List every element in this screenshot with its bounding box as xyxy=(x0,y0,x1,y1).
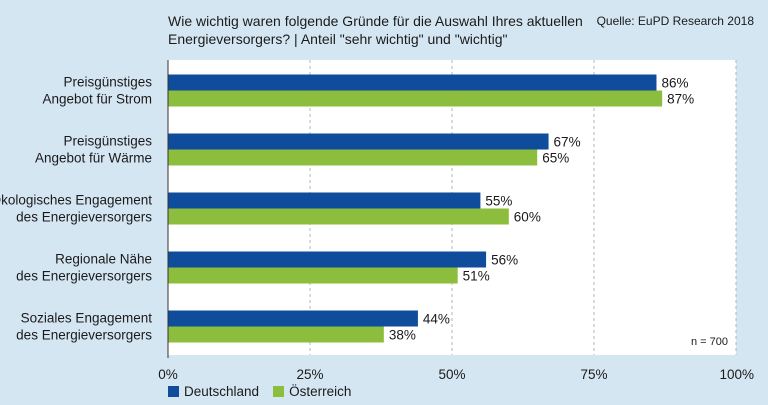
bar-de-1 xyxy=(168,133,549,150)
sample-size-note: n = 700 xyxy=(691,336,728,348)
legend-label-oesterreich: Österreich xyxy=(289,384,352,399)
chart-title: Wie wichtig waren folgende Gründe für di… xyxy=(168,13,583,47)
category-label-4-1: des Energieversorgers xyxy=(16,328,152,343)
data-label-de-1: 67% xyxy=(554,135,581,150)
x-tick-label-2: 50% xyxy=(438,367,465,382)
x-tick-label-3: 75% xyxy=(580,367,607,382)
bar-at-0 xyxy=(168,90,663,107)
legend-swatch-deutschland xyxy=(168,386,179,397)
data-label-at-2: 60% xyxy=(514,210,541,225)
category-label-1-1: Angebot für Wärme xyxy=(35,151,152,166)
legend-item-oesterreich: Österreich xyxy=(273,384,351,399)
data-label-at-1: 65% xyxy=(542,151,569,166)
x-tick-label-0: 0% xyxy=(158,367,178,382)
category-label-4-0: Soziales Engagement xyxy=(21,311,153,326)
bar-de-2 xyxy=(168,192,481,209)
category-label-0-0: Preisgünstiges xyxy=(63,75,152,90)
bar-at-3 xyxy=(168,267,458,284)
x-tick-label-1: 25% xyxy=(296,367,323,382)
data-label-de-4: 44% xyxy=(423,312,450,327)
category-label-2-0: Ökologisches Engagement xyxy=(0,193,152,208)
data-label-at-3: 51% xyxy=(463,269,490,284)
category-label-1-0: Preisgünstiges xyxy=(63,134,152,149)
category-label-2-1: des Energieversorgers xyxy=(16,210,152,225)
x-tick-label-4: 100% xyxy=(719,367,754,382)
chart-source: Quelle: EuPD Research 2018 xyxy=(596,14,754,28)
legend-swatch-oesterreich xyxy=(273,386,285,397)
data-label-de-2: 55% xyxy=(485,194,512,209)
legend-label-deutschland: Deutschland xyxy=(184,384,260,399)
chart-legend: Deutschland Österreich xyxy=(168,384,365,399)
category-label-3-1: des Energieversorgers xyxy=(16,269,152,284)
bar-at-1 xyxy=(168,149,538,166)
data-label-de-0: 86% xyxy=(661,76,688,91)
category-label-0-1: Angebot für Strom xyxy=(42,92,152,107)
data-label-at-4: 38% xyxy=(389,328,416,343)
bar-at-4 xyxy=(168,326,384,343)
bar-de-4 xyxy=(168,310,418,327)
bar-de-3 xyxy=(168,251,487,268)
bar-de-0 xyxy=(168,74,657,91)
data-label-at-0: 87% xyxy=(667,92,694,107)
category-label-3-0: Regionale Nähe xyxy=(55,252,152,267)
data-label-de-3: 56% xyxy=(491,253,518,268)
bar-at-2 xyxy=(168,208,509,225)
legend-item-deutschland: Deutschland xyxy=(168,384,259,399)
